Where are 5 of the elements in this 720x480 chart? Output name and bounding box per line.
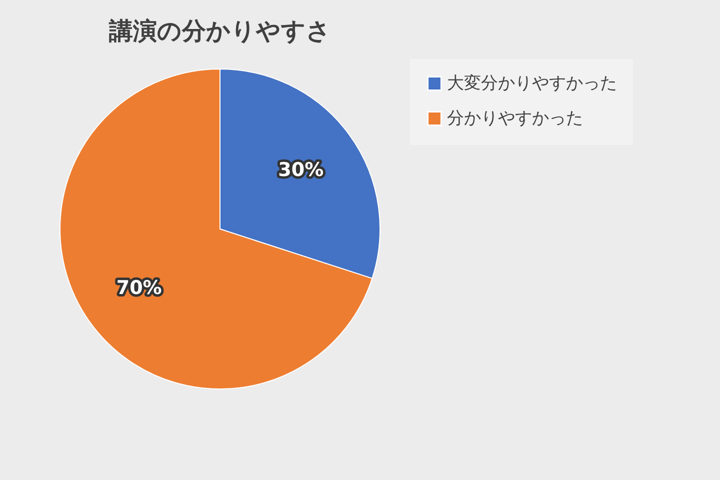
legend-label: 大変分かりやすかった <box>447 74 617 94</box>
data-label: 30% <box>278 159 324 182</box>
data-label: 70% <box>116 276 162 299</box>
chart-title: 講演の分かりやすさ <box>108 17 331 45</box>
legend-label: 分かりやすかった <box>447 108 583 128</box>
